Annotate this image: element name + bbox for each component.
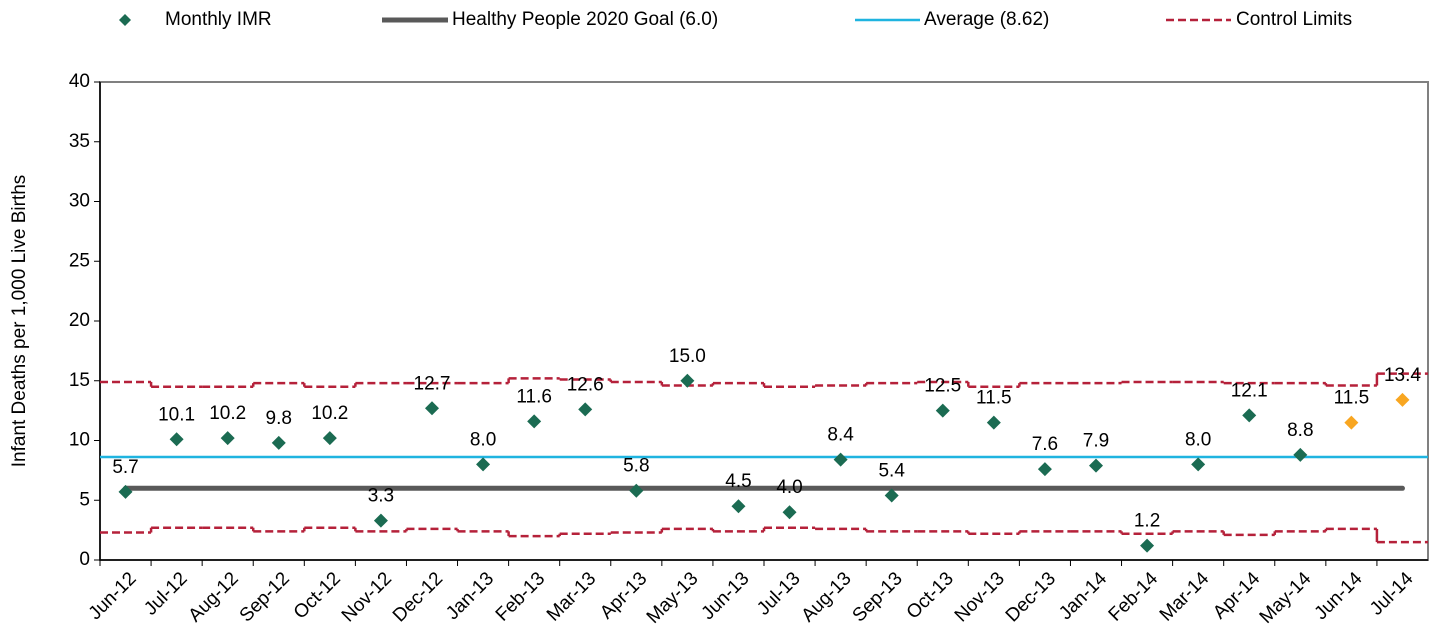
y-tick-label: 40 xyxy=(69,71,90,92)
x-tick-label: Jun-12 xyxy=(85,568,141,624)
x-tick-label: Apr-13 xyxy=(596,568,651,623)
data-point xyxy=(1395,392,1410,407)
data-point xyxy=(220,431,235,446)
data-point xyxy=(271,435,286,450)
data-label: 12.1 xyxy=(1231,380,1268,401)
data-label: 7.9 xyxy=(1083,431,1109,452)
data-label: 4.5 xyxy=(725,471,751,492)
y-tick-label: 20 xyxy=(69,310,90,331)
x-tick-label: Dec-13 xyxy=(1002,568,1060,626)
legend-label: Healthy People 2020 Goal (6.0) xyxy=(452,9,718,30)
data-point xyxy=(476,457,491,472)
data-label: 8.8 xyxy=(1287,420,1313,441)
y-axis-label: Infant Deaths per 1,000 Live Births xyxy=(9,175,30,468)
x-tick-label: Jun-14 xyxy=(1311,568,1367,624)
data-point xyxy=(782,505,797,520)
data-point xyxy=(1140,538,1155,553)
data-point xyxy=(1293,447,1308,462)
y-tick-label: 35 xyxy=(69,131,90,152)
data-label: 5.8 xyxy=(623,456,649,477)
y-tick-label: 30 xyxy=(69,191,90,212)
y-tick-label: 0 xyxy=(79,549,90,570)
data-label: 12.5 xyxy=(924,376,961,397)
data-label: 15.0 xyxy=(669,346,706,367)
data-point xyxy=(629,483,644,498)
data-label: 4.0 xyxy=(776,477,802,498)
x-tick-label: Jan-14 xyxy=(1055,568,1111,624)
data-label: 11.5 xyxy=(1334,388,1370,409)
data-label: 11.6 xyxy=(516,386,552,407)
data-label: 10.2 xyxy=(209,403,246,424)
y-tick-label: 15 xyxy=(69,370,90,391)
data-point xyxy=(578,402,593,417)
data-label: 12.6 xyxy=(567,374,604,395)
x-tick-label: Jan-13 xyxy=(442,568,498,624)
data-point xyxy=(373,513,388,528)
x-tick-label: Jun-13 xyxy=(698,568,754,624)
x-tick-label: Sep-12 xyxy=(236,568,294,626)
data-label: 7.6 xyxy=(1032,434,1058,455)
x-tick-label: Oct-12 xyxy=(290,568,345,623)
x-tick-label: Feb-13 xyxy=(492,568,549,625)
data-point xyxy=(680,373,695,388)
data-label: 3.3 xyxy=(368,486,394,507)
data-label: 11.5 xyxy=(976,388,1012,409)
legend-label: Monthly IMR xyxy=(165,9,272,30)
x-tick-label: Sep-13 xyxy=(849,568,907,626)
data-label: 8.4 xyxy=(827,425,854,446)
data-point xyxy=(322,431,337,446)
x-tick-label: Mar-14 xyxy=(1156,568,1214,626)
data-label: 10.2 xyxy=(311,403,348,424)
data-label: 10.1 xyxy=(158,404,195,425)
x-tick-label: Aug-12 xyxy=(185,568,243,626)
data-label: 5.4 xyxy=(878,460,905,481)
y-tick-label: 5 xyxy=(79,489,90,510)
data-point xyxy=(935,403,950,418)
y-tick-label: 25 xyxy=(69,250,90,271)
data-point xyxy=(527,414,542,429)
legend-label: Average (8.62) xyxy=(924,9,1049,30)
data-point xyxy=(986,415,1001,430)
data-label: 12.7 xyxy=(414,373,451,394)
x-tick-label: Oct-13 xyxy=(903,568,958,623)
x-tick-label: May-13 xyxy=(643,568,703,628)
x-tick-label: Mar-13 xyxy=(543,568,600,625)
y-tick-label: 10 xyxy=(69,430,90,451)
x-tick-label: Aug-13 xyxy=(798,568,856,626)
data-point xyxy=(118,484,133,499)
data-point xyxy=(1037,462,1052,477)
x-tick-label: Feb-14 xyxy=(1105,568,1163,626)
x-tick-label: Dec-12 xyxy=(389,568,447,626)
legend-label: Control Limits xyxy=(1236,9,1352,30)
data-label: 5.7 xyxy=(112,457,138,478)
data-label: 1.2 xyxy=(1134,511,1160,532)
x-tick-label: Apr-14 xyxy=(1209,568,1264,623)
x-tick-label: Jul-14 xyxy=(1366,568,1418,620)
data-label: 13.4 xyxy=(1384,365,1421,386)
data-point xyxy=(731,499,746,514)
data-point xyxy=(1344,415,1359,430)
x-tick-label: May-14 xyxy=(1256,568,1316,628)
x-tick-label: Nov-13 xyxy=(951,568,1009,626)
data-point xyxy=(1191,457,1206,472)
data-point xyxy=(833,452,848,467)
data-point xyxy=(169,432,184,447)
data-point xyxy=(1089,458,1103,473)
data-label: 9.8 xyxy=(266,408,292,429)
data-label: 8.0 xyxy=(1185,429,1211,450)
x-tick-label: Nov-12 xyxy=(338,568,396,626)
data-label: 8.0 xyxy=(470,429,496,450)
data-point xyxy=(1242,408,1257,423)
data-point xyxy=(425,401,439,416)
legend-marker xyxy=(119,14,131,26)
data-point xyxy=(884,488,899,503)
